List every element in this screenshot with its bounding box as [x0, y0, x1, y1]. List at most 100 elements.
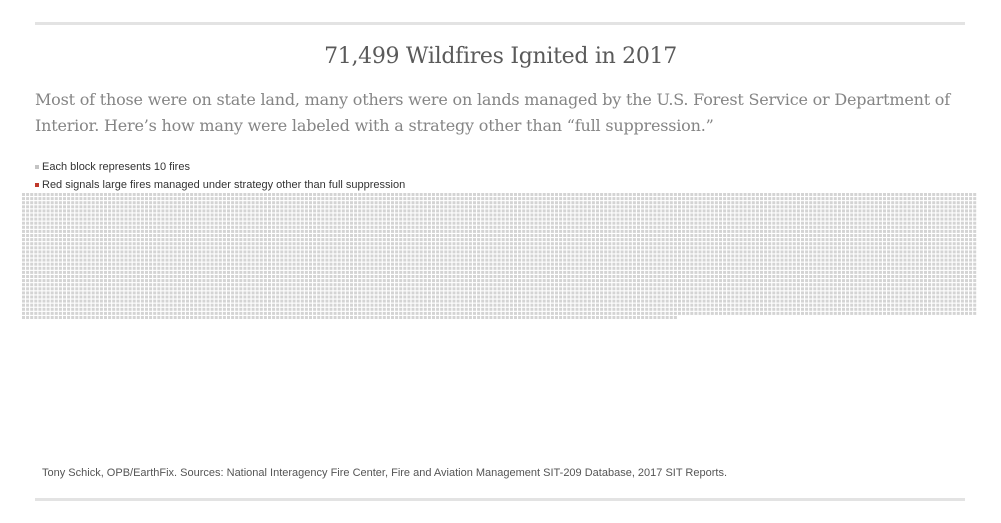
fire-block — [620, 221, 624, 225]
fire-block — [235, 275, 239, 278]
fire-block — [145, 205, 148, 209]
fire-block — [850, 242, 854, 246]
fire-block — [948, 270, 952, 274]
fire-block — [186, 258, 189, 262]
fire-block — [657, 209, 661, 213]
fire-block — [616, 213, 620, 217]
fire-block — [169, 270, 173, 274]
fire-block — [801, 213, 804, 217]
fire-block — [169, 209, 173, 213]
fire-block — [624, 254, 628, 258]
fire-block — [214, 266, 218, 270]
fire-block — [214, 193, 218, 196]
fire-block — [456, 246, 460, 250]
fire-block — [165, 201, 169, 205]
fire-block — [895, 258, 899, 262]
fire-block — [50, 258, 54, 262]
fire-block — [518, 209, 522, 213]
fire-block — [739, 197, 743, 201]
fire-block — [522, 221, 526, 225]
fire-block — [694, 262, 698, 266]
fire-block — [38, 205, 42, 209]
fire-block — [309, 193, 312, 196]
fire-block — [924, 217, 927, 221]
fire-block — [522, 213, 526, 217]
fire-block — [825, 197, 829, 201]
fire-block — [63, 270, 66, 274]
fire-block — [214, 201, 218, 205]
fire-block — [850, 234, 854, 237]
fire-block — [641, 275, 645, 278]
fire-block — [112, 266, 116, 270]
fire-block — [202, 254, 206, 258]
fire-block — [649, 254, 653, 258]
fire-block — [850, 221, 854, 225]
fire-block — [805, 242, 809, 246]
fire-block — [386, 225, 390, 229]
fire-block — [817, 238, 821, 242]
fire-block — [936, 246, 940, 250]
fire-block — [538, 193, 542, 196]
fire-block — [136, 213, 140, 217]
fire-block — [104, 201, 107, 205]
fire-block — [403, 246, 407, 250]
fire-block — [173, 213, 177, 217]
fire-block — [542, 197, 546, 201]
fire-block — [965, 201, 968, 205]
fire-block — [874, 234, 878, 237]
fire-block — [362, 197, 366, 201]
fire-block — [34, 238, 38, 242]
fire-block — [485, 229, 489, 233]
fire-block — [407, 197, 411, 201]
fire-block — [407, 238, 411, 242]
fire-block — [514, 254, 517, 258]
fire-block — [321, 246, 325, 250]
fire-block — [628, 238, 632, 242]
fire-block — [924, 254, 927, 258]
fire-block — [173, 238, 177, 242]
fire-block — [706, 238, 710, 242]
fire-block — [83, 262, 87, 266]
fire-block — [395, 262, 399, 266]
fire-block — [760, 213, 763, 217]
fire-block — [198, 213, 202, 217]
fire-block — [22, 262, 25, 266]
fire-block — [329, 275, 333, 278]
fire-block — [391, 234, 394, 237]
fire-block — [526, 193, 530, 196]
fire-block — [153, 213, 157, 217]
fire-block — [259, 262, 263, 266]
fire-block — [288, 242, 292, 246]
fire-block — [698, 258, 702, 262]
fire-block — [54, 246, 58, 250]
fire-block — [612, 275, 616, 278]
fire-block — [124, 242, 128, 246]
fire-block — [862, 242, 866, 246]
fire-block — [924, 193, 927, 196]
fire-block — [661, 242, 665, 246]
fire-block — [112, 275, 116, 278]
fire-block — [145, 266, 148, 270]
fire-block — [747, 205, 751, 209]
fire-block — [329, 197, 333, 201]
fire-block — [382, 197, 386, 201]
fire-block — [764, 221, 768, 225]
fire-block — [731, 217, 735, 221]
fire-block — [309, 217, 312, 221]
fire-block — [198, 193, 202, 196]
fire-block — [936, 221, 940, 225]
fire-block — [218, 279, 222, 283]
fire-block — [620, 246, 624, 250]
fire-block — [952, 213, 956, 217]
fire-block — [915, 193, 919, 196]
fire-block — [776, 201, 780, 205]
fire-block — [370, 209, 374, 213]
fire-block — [288, 258, 292, 262]
fire-block — [743, 250, 747, 254]
fire-block — [514, 221, 517, 225]
fire-block — [743, 258, 747, 262]
fire-block — [423, 229, 427, 233]
fire-block — [891, 266, 895, 270]
fire-block — [846, 238, 850, 242]
fire-block — [309, 242, 312, 246]
